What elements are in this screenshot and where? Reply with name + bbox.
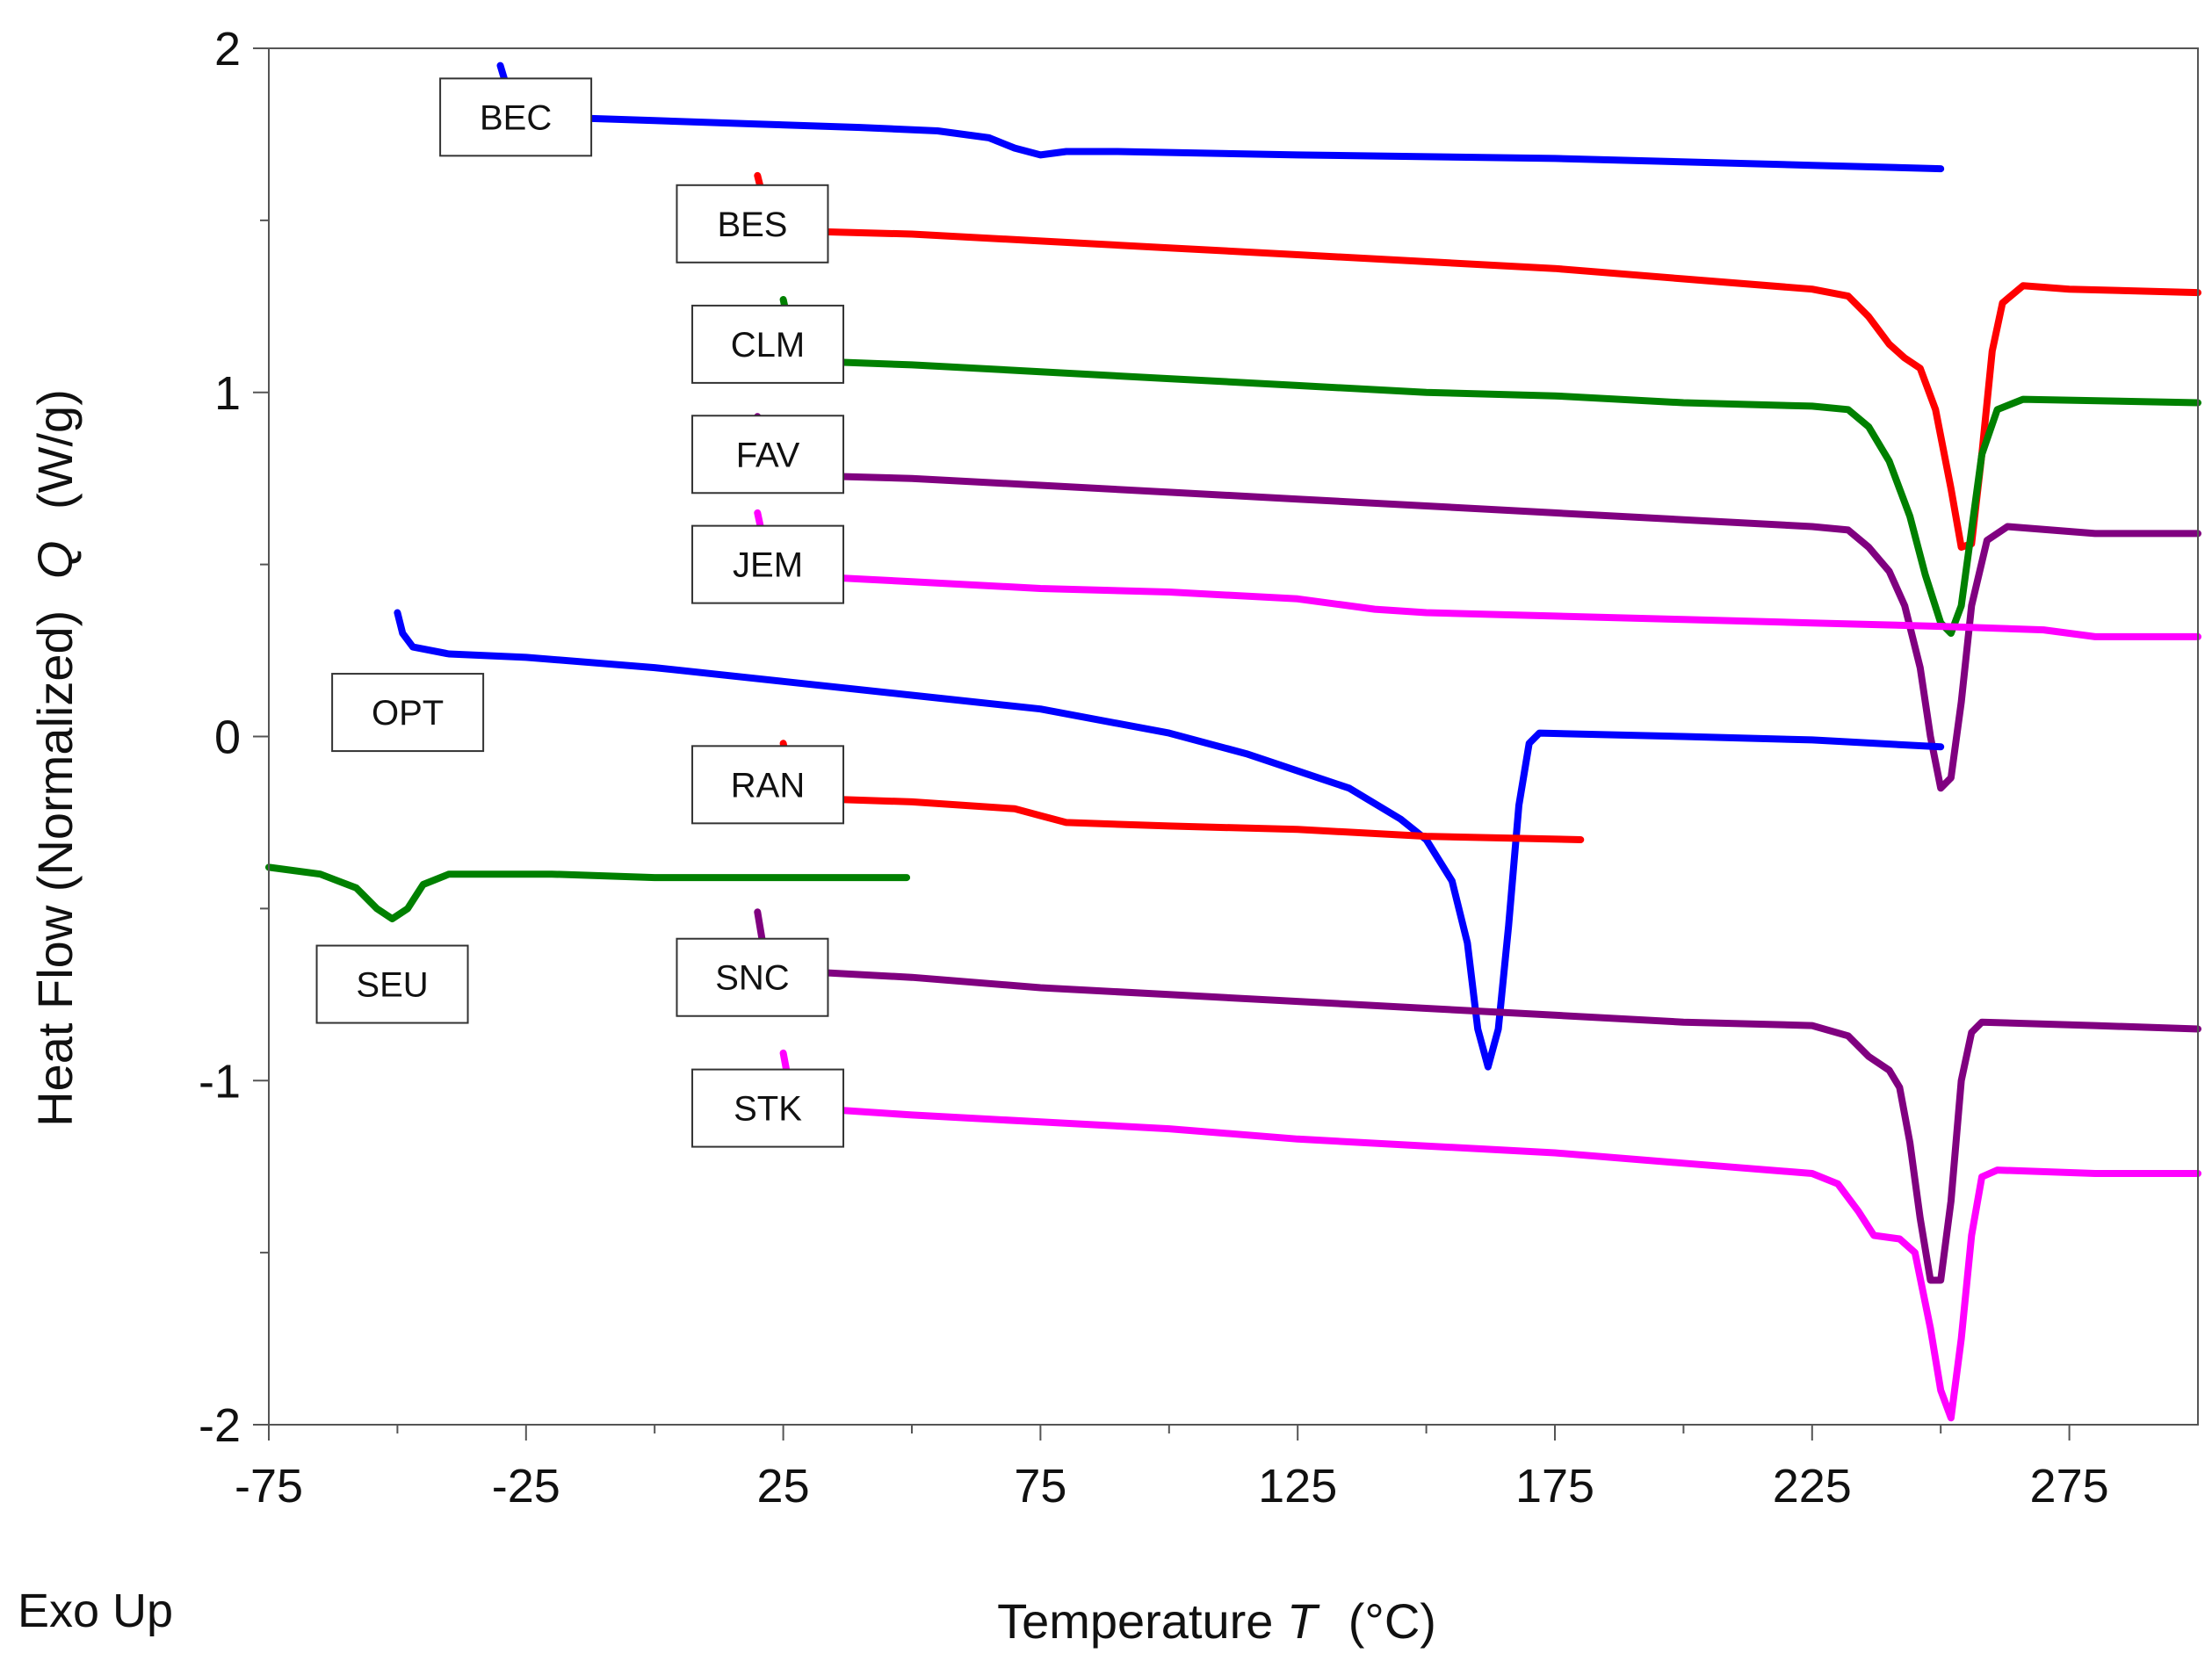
series-label-text: SEU bbox=[356, 966, 428, 1005]
series-label-box bbox=[691, 304, 845, 384]
x-tick-label: 275 bbox=[2030, 1460, 2109, 1513]
series-label-text: RAN bbox=[731, 766, 805, 805]
series-label-opt: OPT bbox=[331, 673, 485, 753]
series-label-ran: RAN bbox=[691, 745, 845, 825]
series-label-text: SNC bbox=[715, 959, 789, 998]
series-line-clm bbox=[779, 296, 2201, 637]
series-line-bes bbox=[754, 171, 2201, 551]
y-tick-label: 0 bbox=[214, 711, 241, 764]
series-label-box bbox=[315, 944, 469, 1024]
series-line-stk bbox=[779, 1049, 2201, 1422]
y-axis-label-text: Heat Flow (Normalized) bbox=[27, 610, 83, 1127]
series-label-seu: SEU bbox=[315, 944, 469, 1024]
x-axis-unit: (°C) bbox=[1348, 1593, 1436, 1649]
x-tick-label: -75 bbox=[235, 1460, 303, 1513]
y-axis-unit: (W/g) bbox=[27, 389, 83, 509]
series-label-text: OPT bbox=[372, 694, 444, 733]
series-label-box bbox=[691, 745, 845, 825]
series-label-text: BES bbox=[717, 206, 787, 244]
series-label-snc: SNC bbox=[676, 937, 829, 1017]
series-label-text: JEM bbox=[733, 546, 803, 585]
series-layer bbox=[265, 61, 2201, 1422]
x-tick-label: 225 bbox=[1773, 1460, 1852, 1513]
x-tick-label: -25 bbox=[492, 1460, 560, 1513]
series-label-bec: BEC bbox=[439, 77, 593, 157]
series-label-box bbox=[331, 673, 485, 753]
exo-up-note: Exo Up bbox=[18, 1585, 173, 1637]
series-label-bes: BES bbox=[676, 184, 829, 264]
series-line-snc bbox=[754, 908, 2201, 1284]
x-tick-label: 175 bbox=[1515, 1460, 1594, 1513]
y-axis-symbol: Q bbox=[27, 541, 83, 580]
y-tick-label: 1 bbox=[214, 367, 241, 420]
series-label-text: FAV bbox=[736, 436, 800, 474]
series-line-seu bbox=[265, 863, 911, 923]
series-label-stk: STK bbox=[691, 1068, 845, 1148]
y-tick-label: -1 bbox=[199, 1055, 241, 1108]
axis-layer: -75 -25 25 75 125 175 225 275 2 1 0 -1 -2 bbox=[199, 23, 2109, 1513]
series-label-box bbox=[676, 184, 829, 264]
series-label-text: CLM bbox=[731, 326, 805, 365]
series-label-box bbox=[439, 77, 593, 157]
series-label-text: BEC bbox=[480, 98, 552, 137]
y-tick-label: 2 bbox=[214, 23, 241, 76]
series-label-box bbox=[691, 1068, 845, 1148]
x-axis-label-text: Temperature bbox=[997, 1593, 1287, 1649]
series-label-text: STK bbox=[734, 1090, 802, 1129]
series-label-box bbox=[691, 524, 845, 604]
series-label-jem: JEM bbox=[691, 524, 845, 604]
series-label-box bbox=[676, 937, 829, 1017]
series-label-clm: CLM bbox=[691, 304, 845, 384]
series-line-opt bbox=[394, 609, 1945, 1071]
series-line-fav bbox=[754, 413, 2201, 792]
y-tick-label: -2 bbox=[199, 1399, 241, 1452]
y-axis-label: Heat Flow (Normalized) Q (W/g) bbox=[27, 389, 83, 1127]
series-label-layer: BEC BES CLM FAV JEM OPT RAN SEU SNC STK bbox=[315, 77, 845, 1148]
series-label-box bbox=[691, 415, 845, 495]
x-tick-label: 25 bbox=[757, 1460, 810, 1513]
x-tick-label: 125 bbox=[1258, 1460, 1337, 1513]
x-axis-label: Temperature T (°C) bbox=[997, 1593, 1436, 1649]
series-label-fav: FAV bbox=[691, 415, 845, 495]
x-axis-symbol: T bbox=[1287, 1593, 1320, 1649]
x-tick-label: 75 bbox=[1014, 1460, 1066, 1513]
